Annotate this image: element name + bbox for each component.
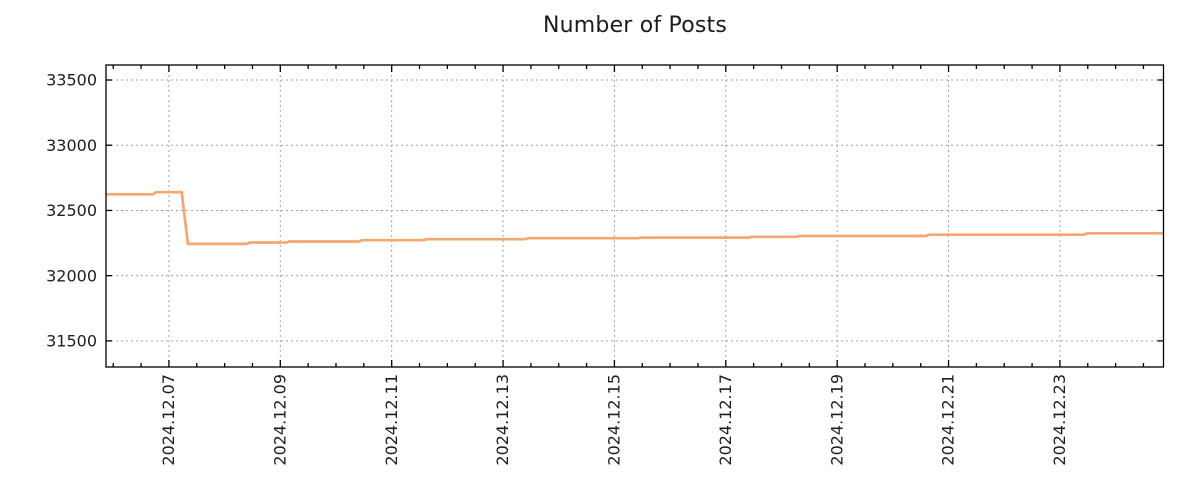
x-tick-label: 2024.12.07	[159, 374, 178, 466]
chart-title: Number of Posts	[542, 13, 728, 38]
x-tick-label: 2024.12.13	[493, 374, 512, 466]
y-tick-label: 33500	[46, 71, 97, 90]
y-tick-label: 32000	[46, 266, 97, 285]
x-tick-label: 2024.12.17	[716, 374, 735, 466]
x-tick-label: 2024.12.21	[939, 374, 958, 466]
y-tick-label: 31500	[46, 332, 97, 351]
x-tick-label: 2024.12.11	[382, 374, 401, 466]
y-tick-label: 33000	[46, 136, 97, 155]
x-tick-label: 2024.12.09	[270, 374, 289, 466]
plot-border	[105, 64, 1165, 368]
x-tick-label: 2024.12.15	[605, 374, 624, 466]
series-line	[106, 190, 1164, 246]
x-tick-label: 2024.12.23	[1050, 374, 1069, 466]
x-tick-label: 2024.12.19	[827, 374, 846, 466]
y-tick-label: 32500	[46, 201, 97, 220]
